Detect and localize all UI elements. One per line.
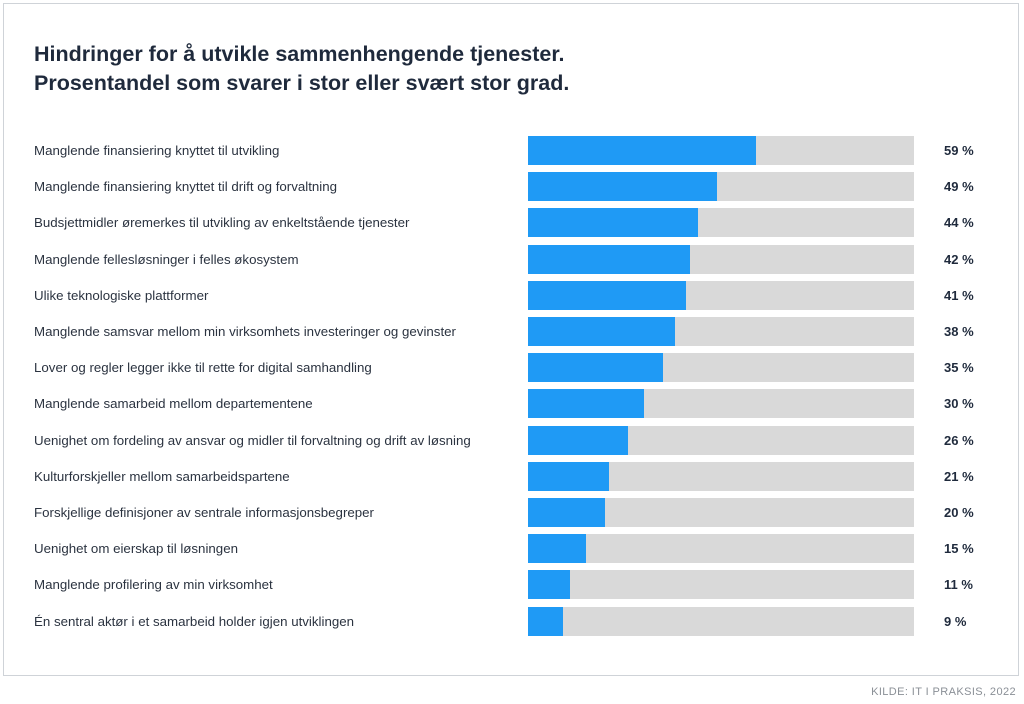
value-label: 41 % <box>944 287 974 303</box>
subtitle-line: Prosentandel som svarer i stor eller svæ… <box>34 71 570 95</box>
category-label: Manglende finansiering knyttet til drift… <box>34 179 338 195</box>
bar-row: Ulike teknologiske plattformer 41 % <box>4 280 1004 310</box>
category-label: Manglende fellesløsninger i felles økosy… <box>34 251 299 267</box>
bar <box>528 425 629 455</box>
category-label: Kulturforskjeller mellom samarbeidsparte… <box>34 468 290 484</box>
bar <box>528 136 756 165</box>
bar-track <box>528 534 914 564</box>
value-label: 42 % <box>944 251 974 267</box>
category-label: Uenighet om eierskap til løsningen <box>34 541 238 557</box>
value-label: 20 % <box>944 505 974 520</box>
value-label: 49 % <box>944 179 974 195</box>
bar <box>528 244 691 274</box>
bar <box>528 461 610 491</box>
value-label: 59 % <box>944 143 974 158</box>
bar-track <box>528 461 914 491</box>
category-label: Budsjettmidler øremerkes til utvikling a… <box>34 215 410 231</box>
category-label: Manglende samsvar mellom min virksomhets… <box>34 324 456 339</box>
bar-track <box>528 498 914 527</box>
bar-row: Forskjellige definisjoner av sentrale in… <box>4 498 1004 527</box>
bar-track <box>528 570 914 600</box>
value-label: 30 % <box>944 396 974 412</box>
category-label: Lover og regler legger ikke til rette fo… <box>34 360 372 376</box>
category-label: Uenighet om fordeling av ansvar og midle… <box>34 432 471 448</box>
title-line: Hindringer for å utvikle sammenhengende … <box>34 42 565 66</box>
bar-track <box>528 389 914 419</box>
bar-row: Manglende finansiering knyttet til drift… <box>4 172 1004 202</box>
bar-track <box>528 208 914 238</box>
bar <box>528 317 675 346</box>
category-label: Forskjellige definisjoner av sentrale in… <box>34 505 374 520</box>
bar <box>528 353 664 383</box>
category-label: Ulike teknologiske plattformer <box>34 287 209 303</box>
bar-track <box>528 136 914 165</box>
category-label: Manglende samarbeid mellom departementen… <box>34 396 313 412</box>
bar <box>528 606 563 636</box>
bar-row: Manglende finansiering knyttet til utvik… <box>4 136 1004 165</box>
value-label: 9 % <box>944 613 967 629</box>
value-label: 11 % <box>944 577 973 593</box>
category-label: Manglende finansiering knyttet til utvik… <box>34 143 280 158</box>
category-label: Manglende profilering av min virksomhet <box>34 577 273 593</box>
bar-row: Én sentral aktør i et samarbeid holder i… <box>4 606 1004 636</box>
chart-card: Hindringer for å utvikle sammenhengende … <box>3 3 1019 676</box>
bar-row: Kulturforskjeller mellom samarbeidsparte… <box>4 461 1004 491</box>
bar-row: Manglende fellesløsninger i felles økosy… <box>4 244 1004 274</box>
bar-track <box>528 425 914 455</box>
bar <box>528 172 718 202</box>
bar-track <box>528 172 914 202</box>
bar <box>528 280 687 310</box>
bar <box>528 534 586 564</box>
bar <box>528 389 644 419</box>
bar-track <box>528 353 914 383</box>
bar <box>528 570 571 600</box>
value-label: 38 % <box>944 324 974 339</box>
value-label: 26 % <box>944 432 974 448</box>
bar-track <box>528 606 914 636</box>
bar-row: Uenighet om eierskap til løsningen 15 % <box>4 534 1004 564</box>
bar-track <box>528 280 914 310</box>
value-label: 21 % <box>944 468 974 484</box>
value-label: 44 % <box>944 215 974 231</box>
chart-title: Hindringer for å utvikle sammenhengende … <box>34 40 569 98</box>
bar-track <box>528 244 914 274</box>
value-label: 35 % <box>944 360 974 376</box>
bar-track <box>528 317 914 346</box>
category-label: Én sentral aktør i et samarbeid holder i… <box>34 613 355 629</box>
bar <box>528 498 606 527</box>
bar-row: Manglende samarbeid mellom departementen… <box>4 389 1004 419</box>
value-label: 15 % <box>944 541 974 557</box>
bar-row: Manglende profilering av min virksomhet 1… <box>4 570 1004 600</box>
bar-row: Uenighet om fordeling av ansvar og midle… <box>4 425 1004 455</box>
bar-row: Manglende samsvar mellom min virksomhets… <box>4 317 1004 346</box>
bar-row: Budsjettmidler øremerkes til utvikling a… <box>4 208 1004 238</box>
bar-row: Lover og regler legger ikke til rette fo… <box>4 353 1004 383</box>
source-note: KILDE: IT I PRAKSIS, 2022 <box>871 686 1016 698</box>
bar <box>528 208 698 238</box>
